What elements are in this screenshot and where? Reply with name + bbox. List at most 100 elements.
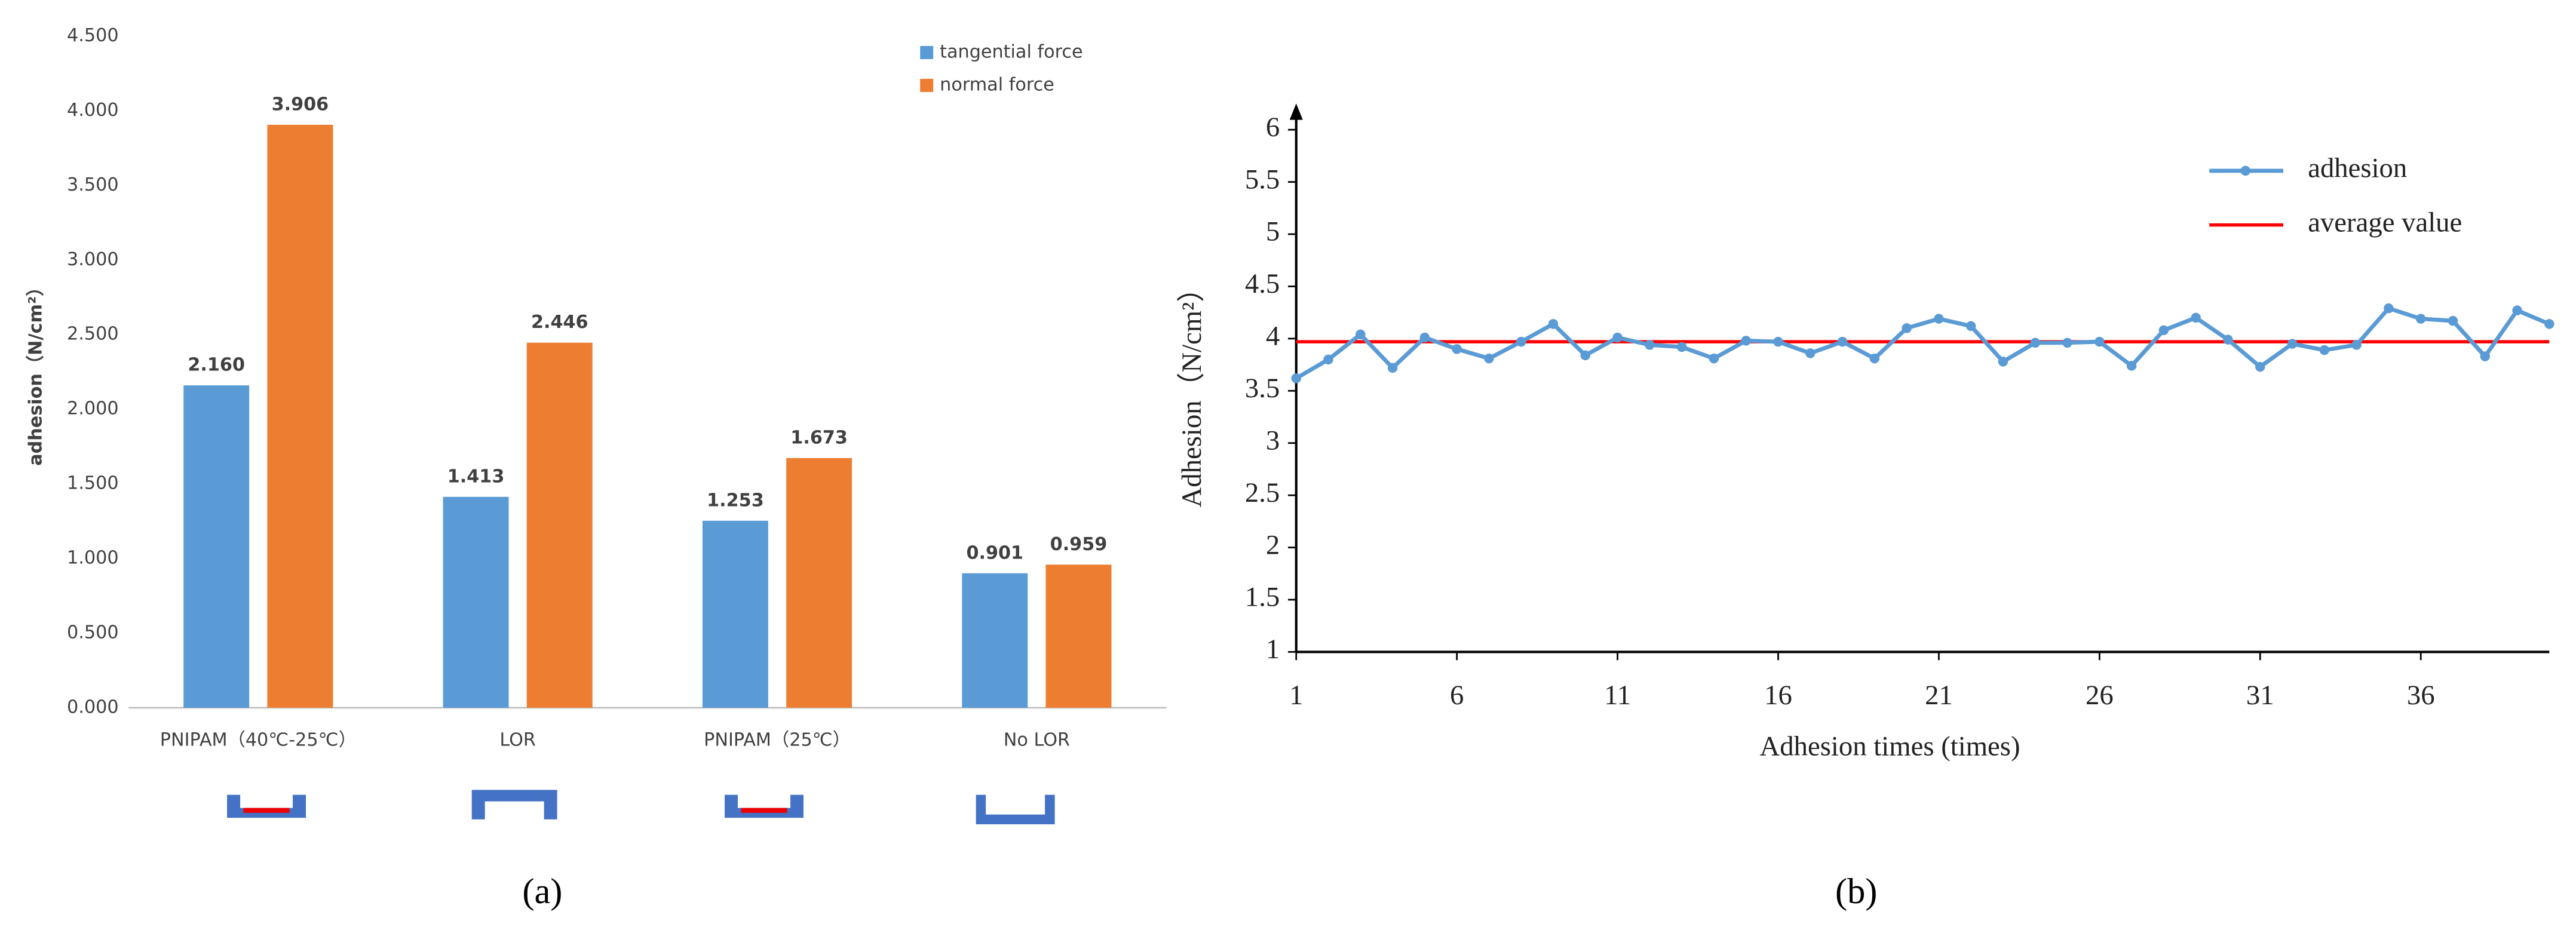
legend-label: average value [2308,207,2462,238]
bar [962,573,1028,708]
x-tick-label: LOR [499,729,536,750]
chart-a: 0.000 0.500 1.000 1.500 2.000 2.500 3.000 3.500… [26,25,1167,912]
x-tick-label: No LOR [1004,729,1070,750]
point [1419,332,1430,343]
value-label: 2.160 [188,355,245,376]
point [1869,353,1880,364]
x-tick-label: PNIPAM（40℃-25℃） [160,729,357,750]
y-tick-label: 2.000 [67,398,119,419]
value-label: 0.959 [1050,534,1108,555]
point [2480,351,2491,361]
value-label: 1.673 [790,427,848,448]
point [1965,321,1976,332]
x-tick-label: PNIPAM（25℃） [704,729,851,750]
point [1323,354,1333,365]
x-tick-label: 1 [1289,680,1303,711]
y-tick-label: 5.5 [1245,164,1280,195]
point [2287,339,2298,349]
caption: (b) [1835,871,1878,912]
point [2351,340,2362,350]
y-tick-label: 1.5 [1245,582,1280,613]
y-tick-label: 4.000 [67,100,119,121]
point [1612,332,1623,343]
bar [267,124,333,708]
point [1387,363,1398,373]
bar [526,342,593,708]
bar [702,520,768,708]
value-label: 0.901 [966,542,1023,563]
x-tick-label: 16 [1764,680,1792,711]
point [1773,336,1783,347]
point [2544,319,2554,329]
y-tick-label: 4.500 [67,25,119,46]
point [2126,361,2137,371]
x-tick-label: 31 [2246,680,2274,711]
value-label: 3.906 [272,94,329,115]
y-tick-label: 3.000 [67,249,119,270]
point [1484,353,1494,364]
chart-b: 11.522.533.544.555.561 6 11 16 21 26 31 36Adhes… [1176,103,2554,912]
y-tick-label: 4.5 [1245,268,1280,299]
y-tick-label: 1.000 [67,548,119,569]
x-tick-label: 6 [1450,680,1464,711]
x-tick-label: 21 [1925,680,1953,711]
y-tick-label: 3 [1266,425,1280,456]
point [1516,336,1526,347]
bar [443,496,509,708]
bar [786,458,852,708]
point [1709,353,1719,364]
icon-pnipam-40 [227,794,306,818]
y-axis-label: adhesion（N/cm²） [26,278,47,466]
bar [183,385,250,708]
point [2158,325,2169,336]
legend-swatch [920,45,934,59]
legend-marker [2240,165,2250,176]
point [2319,345,2330,355]
legend-label: normal force [940,74,1054,95]
x-tick-label: 26 [2086,680,2114,711]
point [2255,361,2265,372]
point [1548,319,1559,329]
y-tick-label: 6 [1266,112,1280,143]
point [2223,334,2233,345]
y-tick-label: 0.000 [67,696,119,717]
y-tick-label: 2.500 [67,324,119,345]
point [1452,344,1462,354]
legend-label: tangential force [940,41,1082,62]
point [1998,357,2008,367]
point [1580,350,1591,361]
point [1837,336,1848,347]
legend-swatch [920,78,934,92]
bar [1045,564,1112,708]
x-axis-label: Adhesion times (times) [1760,731,2020,762]
series-line [1295,306,2550,380]
point [2448,315,2458,326]
y-tick-label: 4 [1266,321,1280,352]
point [2512,305,2522,315]
y-tick-label: 1.500 [67,473,119,494]
y-tick-label: 1 [1266,634,1280,665]
x-tick-label: 11 [1604,680,1631,711]
point [1741,336,1751,346]
value-label: 1.413 [447,466,505,487]
value-label: 2.446 [531,312,588,333]
legend-label: adhesion [2308,153,2407,184]
y-tick-label: 3.5 [1245,373,1280,404]
point [1676,342,1687,352]
y-tick-label: 2.5 [1245,477,1280,508]
y-axis-label: Adhesion（N/cm²） [1176,274,1207,507]
point [2094,336,2105,347]
point [1356,329,1366,340]
point [1934,314,1944,324]
y-axis-arrow [1289,103,1303,120]
y-tick-label: 5 [1266,216,1280,247]
point [2191,312,2201,323]
point [2415,314,2426,324]
point [1645,340,1655,350]
y-tick-label: 3.500 [67,174,119,195]
point [2062,337,2072,348]
point [2030,337,2041,348]
point [1291,373,1301,383]
point [2384,303,2394,314]
